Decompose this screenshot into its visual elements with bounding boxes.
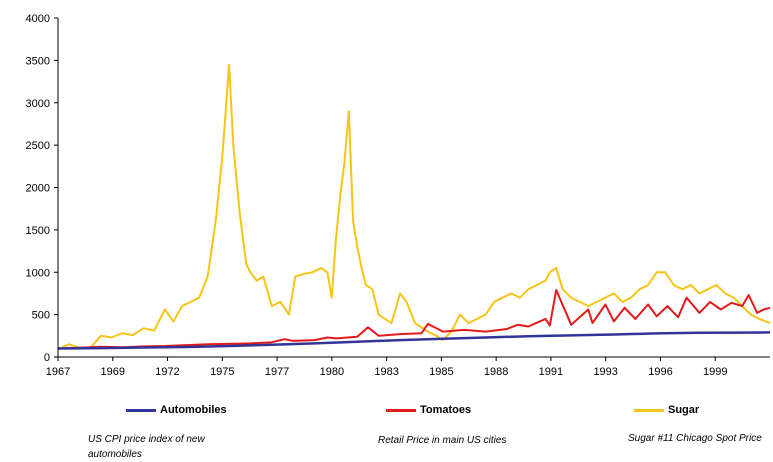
note-tomatoes: Retail Price in main US cities — [378, 435, 507, 446]
y-axis-ticks: 0 500 1000 1500 2000 2500 3000 3500 4000 — [26, 13, 58, 364]
x-tick-label: 1977 — [265, 366, 289, 378]
legend-swatch-tomatoes — [386, 408, 416, 412]
x-tick-label: 1975 — [210, 366, 234, 378]
series-line-sugar — [57, 63, 771, 351]
x-axis-ticks: 1967 1969 1972 1975 1977 1980 1983 1985 1988 1991… — [46, 357, 727, 378]
y-tick-label: 1000 — [26, 267, 50, 279]
y-tick-label: 2500 — [26, 140, 50, 152]
x-tick-label: 1969 — [101, 366, 125, 378]
x-tick-label: 1972 — [155, 366, 179, 378]
note-sugar: Sugar #11 Chicago Spot Price — [628, 433, 762, 444]
series-line-automobiles — [57, 331, 771, 350]
legend-item-sugar: Sugar — [634, 403, 699, 417]
legend-item-tomatoes: Tomatoes — [386, 403, 471, 417]
y-tick-label: 3000 — [26, 98, 50, 110]
x-tick-label: 1980 — [320, 366, 344, 378]
x-tick-label: 1967 — [46, 366, 70, 378]
x-tick-label: 1983 — [374, 366, 398, 378]
series-line-tomatoes — [57, 289, 771, 350]
x-tick-label: 1999 — [703, 366, 727, 378]
y-tick-label: 0 — [44, 352, 50, 364]
series-lines — [57, 63, 771, 351]
x-tick-label: 1996 — [648, 366, 672, 378]
x-tick-label: 1991 — [539, 366, 563, 378]
legend-label-automobiles: Automobiles — [160, 404, 227, 416]
y-tick-label: 3500 — [26, 55, 50, 67]
legend-item-automobiles: Automobiles — [126, 403, 227, 417]
y-tick-label: 2000 — [26, 183, 50, 195]
legend-swatch-sugar — [634, 408, 664, 412]
x-tick-label: 1985 — [429, 366, 453, 378]
legend-swatch-automobiles — [126, 408, 156, 412]
legend-label-sugar: Sugar — [668, 404, 700, 416]
note-automobiles: US CPI price index of new automobiles — [88, 434, 205, 460]
y-tick-label: 1500 — [26, 225, 50, 237]
legend-label-tomatoes: Tomatoes — [420, 404, 472, 416]
x-tick-label: 1993 — [593, 366, 617, 378]
y-tick-label: 4000 — [26, 13, 50, 25]
x-tick-label: 1988 — [484, 366, 508, 378]
y-tick-label: 500 — [32, 310, 50, 322]
